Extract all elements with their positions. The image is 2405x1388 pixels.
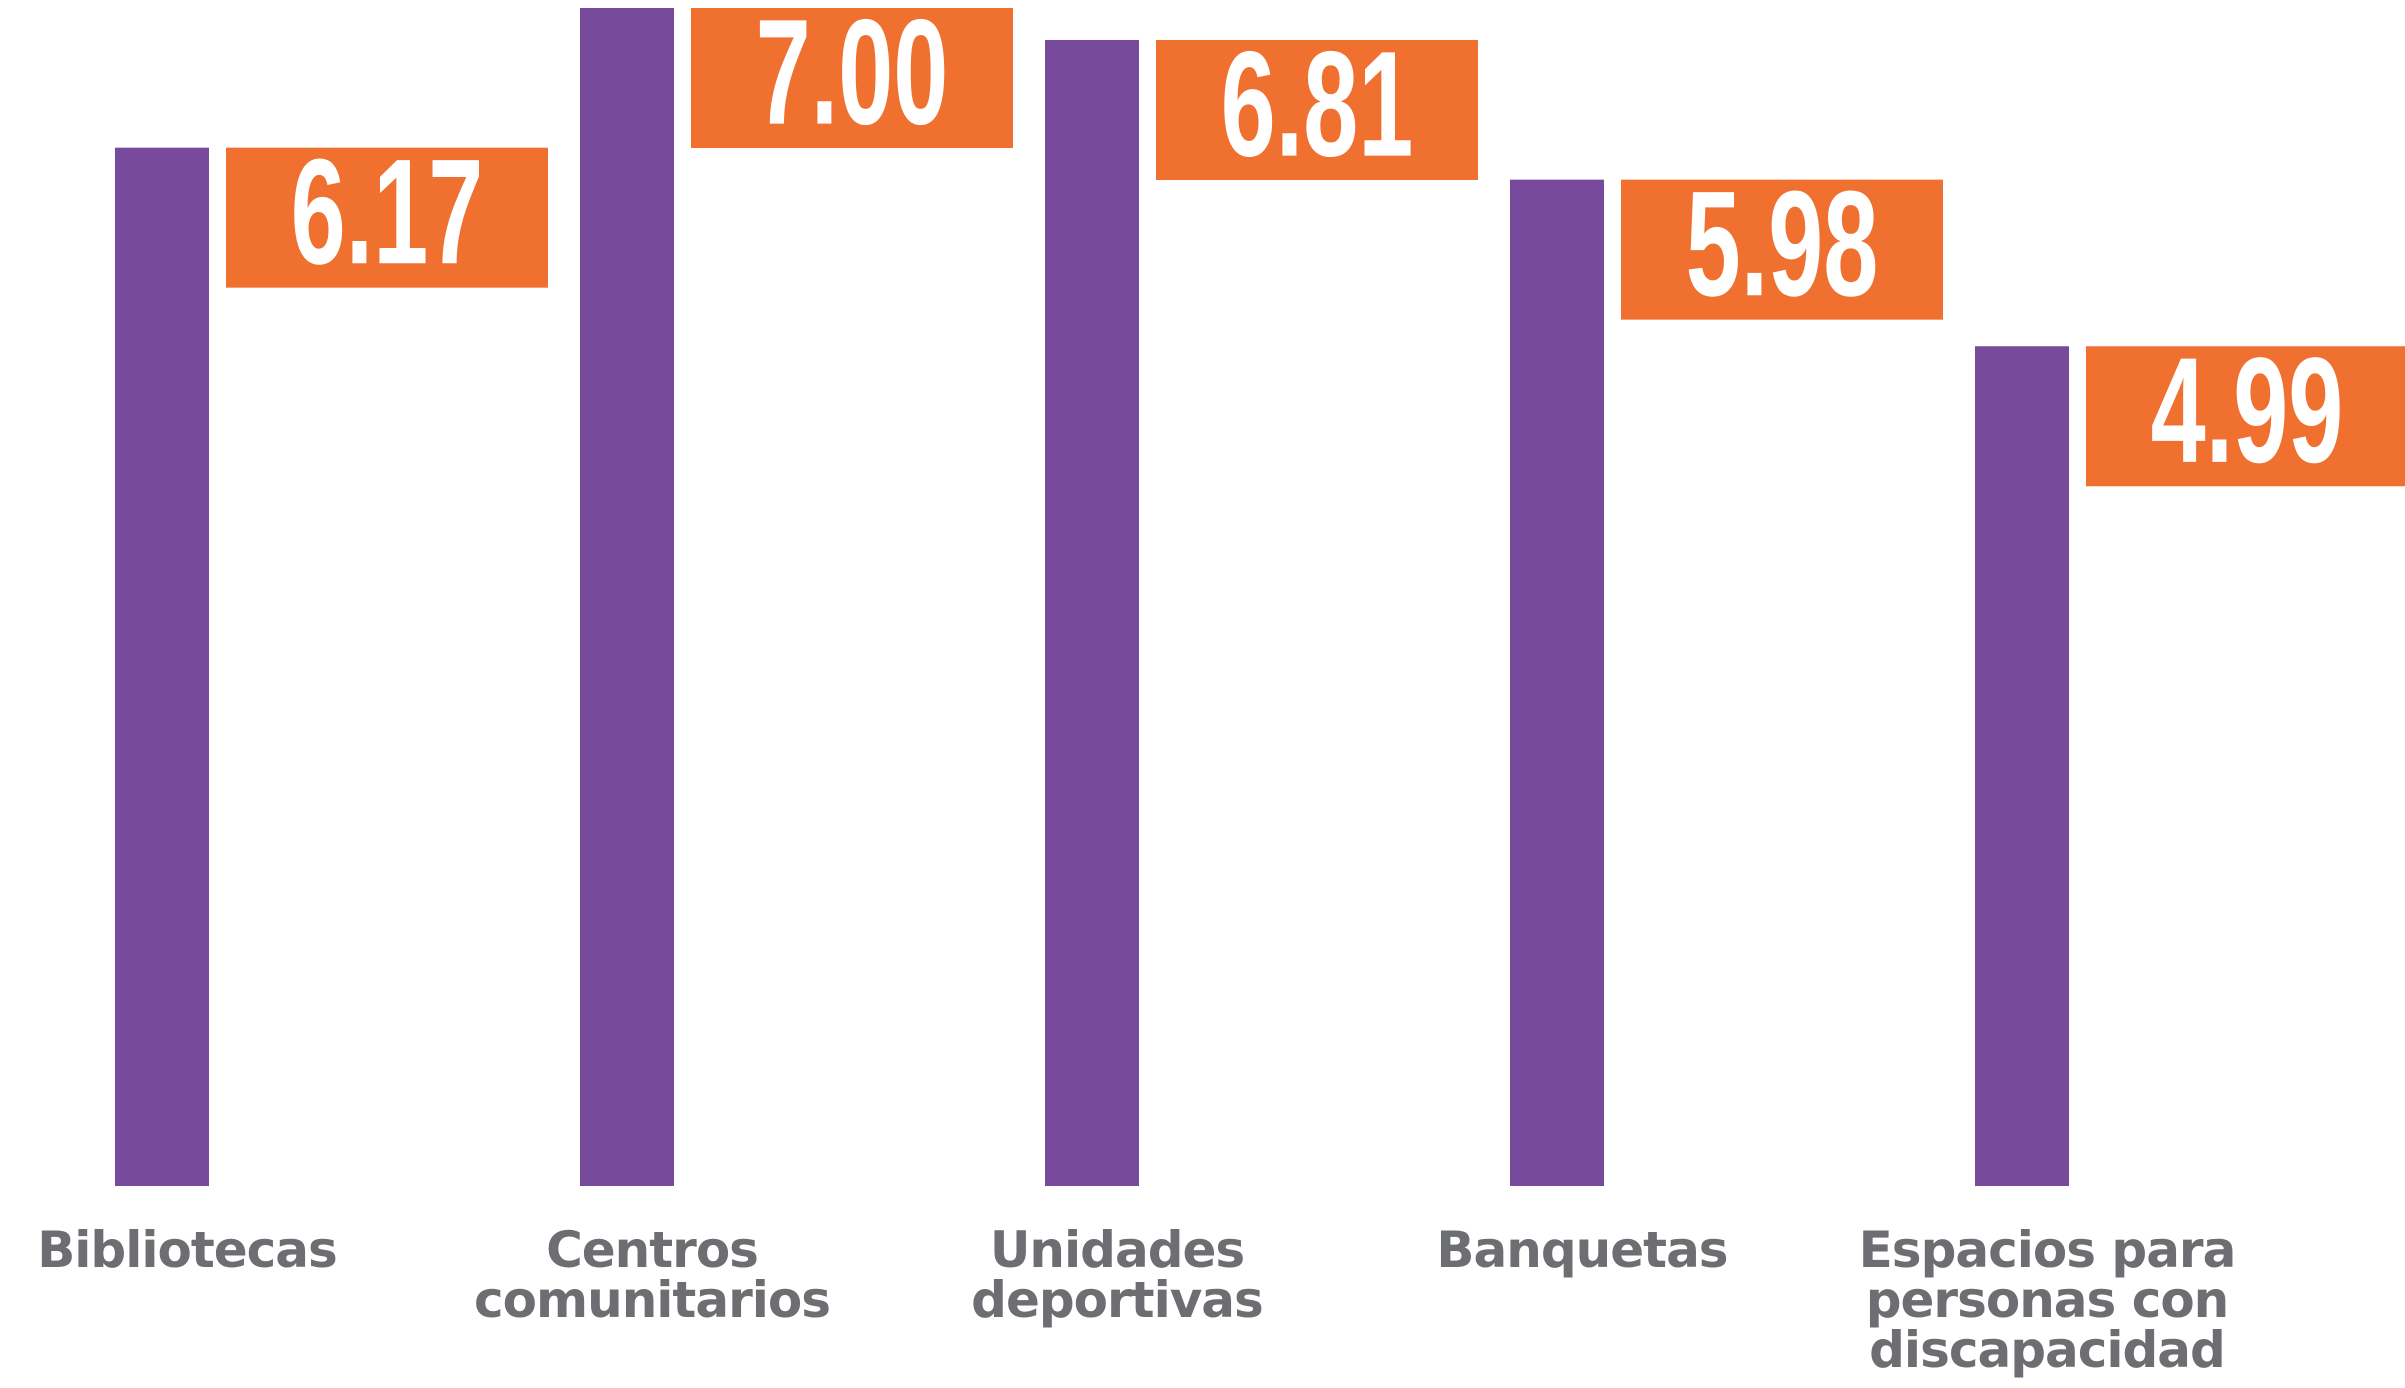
x-tick-label: Espacios para personas con discapacidad bbox=[1858, 1221, 2237, 1379]
x-tick-label: Bibliotecas bbox=[37, 1221, 338, 1279]
x-tick-label: Centros comunitarios bbox=[474, 1221, 831, 1329]
bar bbox=[1045, 39, 1139, 1187]
bar bbox=[1510, 179, 1604, 1186]
bar bbox=[1975, 346, 2069, 1186]
value-label: 4.99 bbox=[2151, 326, 2344, 494]
bar bbox=[115, 147, 209, 1187]
value-label-box bbox=[2086, 346, 2405, 487]
value-label-box bbox=[1156, 39, 1478, 180]
bar bbox=[580, 8, 674, 1186]
value-label-box bbox=[226, 147, 548, 288]
x-tick-label: Banquetas bbox=[1436, 1221, 1728, 1279]
value-label: 6.81 bbox=[1221, 20, 1414, 188]
value-label: 7.00 bbox=[756, 0, 949, 155]
x-tick-label: Unidades deportivas bbox=[971, 1221, 1264, 1329]
value-label: 5.98 bbox=[1686, 160, 1879, 328]
value-label: 6.17 bbox=[291, 128, 484, 296]
value-label-box bbox=[1621, 179, 1943, 320]
value-label-box bbox=[691, 8, 1013, 148]
